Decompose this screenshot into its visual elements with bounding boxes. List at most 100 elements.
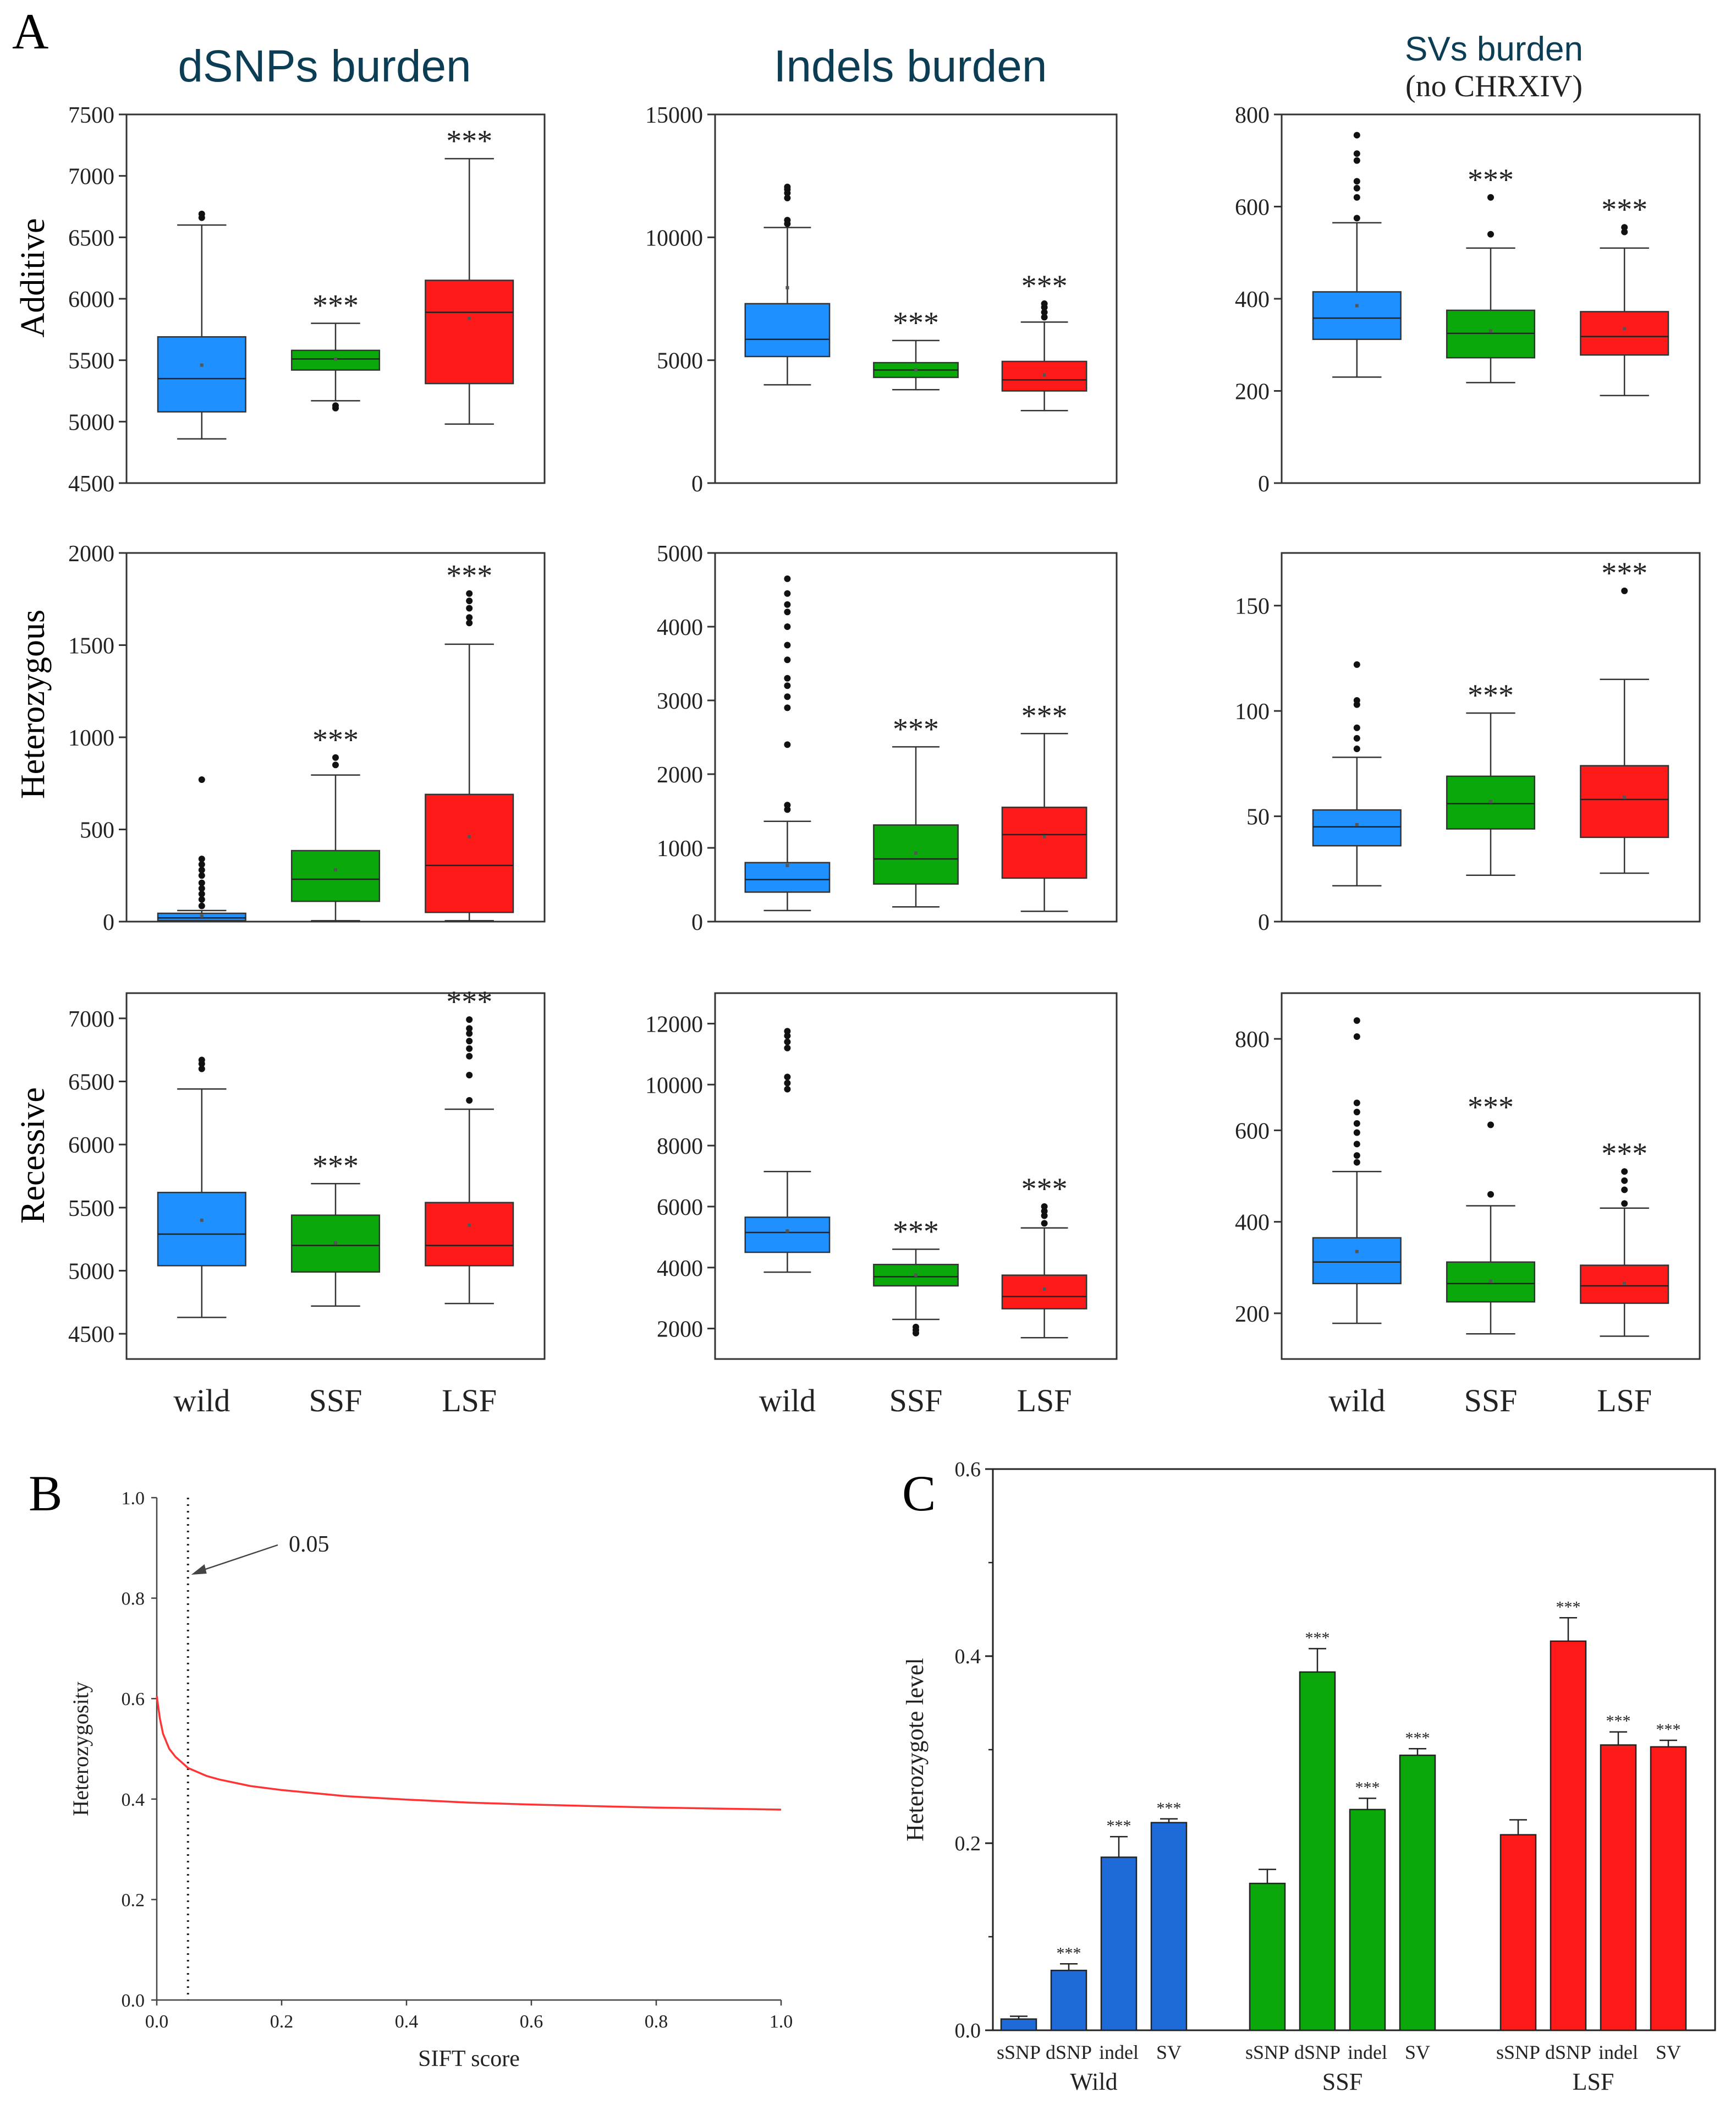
significance-label: *** bbox=[1601, 556, 1647, 590]
bar-ssnp bbox=[1499, 1834, 1537, 2031]
outlier-point bbox=[784, 1028, 791, 1035]
box-wild bbox=[157, 210, 246, 440]
x-tick-label: 0.8 bbox=[645, 2012, 668, 2032]
outlier-point bbox=[784, 1080, 791, 1087]
box-iqr bbox=[157, 336, 246, 413]
significance-label: *** bbox=[1606, 1712, 1631, 1730]
x-category-label: wild bbox=[759, 1383, 816, 1418]
y-tick-label: 0.8 bbox=[122, 1589, 145, 1609]
title-dsnps: dSNPs burden bbox=[178, 41, 471, 91]
outlier-point bbox=[1621, 1186, 1628, 1193]
significance-label: *** bbox=[1057, 1944, 1081, 1962]
outlier-point bbox=[784, 1073, 791, 1081]
box-LSF: *** bbox=[1001, 699, 1087, 912]
box-SSF: *** bbox=[1446, 678, 1536, 876]
bar-indel bbox=[1349, 1809, 1386, 2031]
outlier-point bbox=[466, 1016, 473, 1023]
outlier-point bbox=[1041, 300, 1048, 307]
x-category-label: SV bbox=[1156, 2041, 1182, 2063]
mean-marker bbox=[468, 316, 471, 320]
outlier-point bbox=[198, 879, 205, 886]
title-svs-sub: (no CHRXIV) bbox=[1405, 69, 1583, 103]
significance-label: *** bbox=[1468, 163, 1514, 197]
x-category-label: sSNP bbox=[997, 2041, 1041, 2063]
box-LSF: *** bbox=[425, 559, 514, 922]
bar-sv bbox=[1650, 1746, 1687, 2031]
outlier-point bbox=[466, 1072, 473, 1079]
box-SSF: *** bbox=[1446, 163, 1536, 383]
outlier-point bbox=[466, 590, 473, 597]
significance-label: *** bbox=[1355, 1778, 1380, 1796]
mean-marker bbox=[914, 851, 918, 855]
outlier-point bbox=[466, 620, 473, 627]
y-tick-label: 3000 bbox=[657, 689, 703, 714]
outlier-point bbox=[1353, 1152, 1360, 1159]
significance-label: *** bbox=[1405, 1729, 1430, 1747]
box-wild bbox=[744, 1028, 831, 1273]
group-label: Wild bbox=[1070, 2068, 1117, 2095]
plot-frame bbox=[714, 113, 1118, 484]
y-tick-label: 1500 bbox=[68, 634, 114, 659]
mean-marker bbox=[1489, 329, 1492, 333]
x-category-label: indel bbox=[1348, 2041, 1387, 2063]
significance-label: *** bbox=[1021, 1172, 1068, 1206]
y-tick-label: 6000 bbox=[657, 1195, 703, 1220]
mean-marker bbox=[1042, 835, 1046, 839]
y-tick-label: 50 bbox=[1246, 805, 1270, 830]
panel-label-a: A bbox=[12, 3, 48, 59]
group-label: LSF bbox=[1573, 2068, 1614, 2095]
outlier-point bbox=[784, 217, 791, 224]
box-iqr bbox=[290, 850, 381, 902]
outlier-point bbox=[1487, 231, 1494, 238]
outlier-point bbox=[1041, 1203, 1048, 1210]
y-tick-label: 7000 bbox=[68, 1007, 114, 1032]
outlier-point bbox=[332, 402, 339, 409]
box-iqr bbox=[1312, 291, 1402, 340]
y-tick-label: 0.2 bbox=[122, 1890, 145, 1910]
annotation-label: 0.05 bbox=[289, 1532, 329, 1557]
outlier-point bbox=[1621, 228, 1628, 235]
mean-marker bbox=[200, 914, 204, 918]
outlier-point bbox=[784, 704, 791, 711]
plot-frame bbox=[714, 992, 1118, 1360]
outlier-point bbox=[198, 861, 205, 868]
row-label-additive: Additive bbox=[14, 218, 52, 338]
outlier-point bbox=[198, 1056, 205, 1064]
y-tick-label: 8000 bbox=[657, 1134, 703, 1159]
bar-dsnp bbox=[1550, 1640, 1587, 2031]
y-tick-label: 6500 bbox=[68, 1070, 114, 1095]
outlier-point bbox=[1353, 215, 1360, 222]
box-wild bbox=[1312, 1017, 1402, 1324]
box-iqr bbox=[1001, 1274, 1087, 1309]
outlier-point bbox=[1621, 1177, 1628, 1184]
y-tick-label: 4000 bbox=[657, 615, 703, 640]
outlier-point bbox=[1487, 194, 1494, 201]
x-category-label: SV bbox=[1405, 2041, 1430, 2063]
x-category-label: indel bbox=[1099, 2041, 1139, 2063]
box-iqr bbox=[1446, 309, 1536, 359]
y-tick-label: 0.4 bbox=[955, 1645, 981, 1668]
bar-dsnp bbox=[1050, 1969, 1087, 2031]
outlier-point bbox=[198, 776, 205, 783]
box-SSF: *** bbox=[290, 289, 381, 412]
y-tick-label: 0.6 bbox=[955, 1458, 981, 1481]
boxplot-a_rec_dsnp: 4500 5000 5500 6000 6500 7000 *** *** wild SSF LSF bbox=[68, 985, 546, 1418]
box-SSF: *** bbox=[873, 712, 959, 908]
y-tick-label: 5000 bbox=[68, 410, 114, 435]
mean-marker bbox=[1355, 823, 1359, 826]
mean-marker bbox=[1042, 373, 1046, 377]
outlier-point bbox=[784, 675, 791, 682]
y-tick-label: 4500 bbox=[68, 1322, 114, 1347]
x-category-label: dSNP bbox=[1294, 2041, 1341, 2063]
bar-group-lsf: sSNP *** dSNP *** indel *** SV LSF bbox=[1496, 1598, 1687, 2095]
outlier-point bbox=[1353, 185, 1360, 191]
x-category-label: SSF bbox=[889, 1383, 943, 1418]
boxplot-a_add_sv: 0 200 400 600 800 *** *** bbox=[1235, 103, 1701, 497]
box-SSF: *** bbox=[290, 1149, 381, 1307]
outlier-point bbox=[1353, 724, 1360, 731]
boxplot-a_add_indel: 0 5000 10000 15000 *** *** bbox=[645, 103, 1118, 497]
outlier-point bbox=[784, 623, 791, 630]
bar-indel bbox=[1600, 1744, 1637, 2031]
outlier-point bbox=[784, 802, 791, 809]
outlier-point bbox=[1353, 194, 1360, 201]
